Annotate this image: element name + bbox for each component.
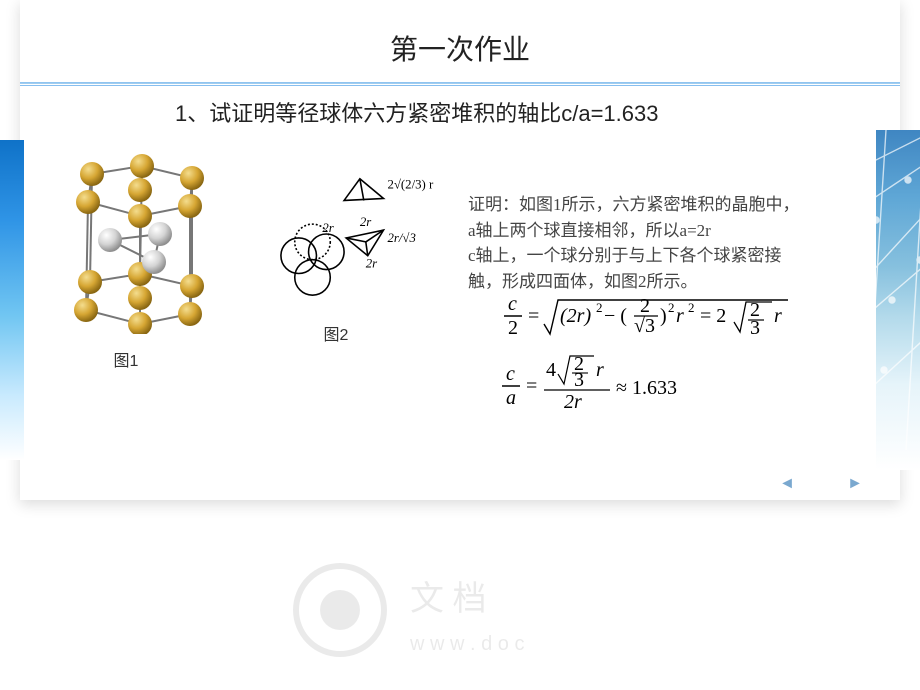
svg-text:2: 2: [508, 317, 518, 339]
slide: 第一次作业 1、试证明等径球体六方紧密堆积的轴比c/a=1.633: [20, 0, 900, 500]
proof-text: 证明：如图1所示，六方紧密堆积的晶胞中， a轴上两个球直接相邻，所以a=2r c…: [468, 192, 878, 294]
content-area: 图1: [20, 140, 900, 460]
svg-text:a: a: [506, 387, 516, 409]
svg-text:=: =: [528, 305, 539, 327]
svg-text:c: c: [506, 363, 515, 385]
crystal-lines-deco: [876, 130, 920, 460]
svg-text:w w w . d o c: w w w . d o c: [409, 633, 524, 655]
annot-top: 2√(2/3) r: [387, 178, 434, 192]
svg-text:c: c: [508, 293, 517, 315]
left-gradient-strip: [0, 140, 24, 460]
figure-2-label: 图2: [232, 321, 440, 345]
svg-text:3: 3: [750, 317, 760, 339]
figure-1-label: 图1: [20, 347, 232, 371]
proof-line-3: c轴上，一个球分别于与上下各个球紧密接: [468, 243, 878, 269]
annot-mid-right: 2r/√3: [387, 231, 415, 245]
svg-text:3: 3: [574, 369, 584, 391]
proof-line-1: 证明：如图1所示，六方紧密堆积的晶胞中，: [468, 192, 878, 218]
figure-2-col: 2√(2/3) r 2r 2r/√3 2r 2r 图2: [232, 140, 440, 345]
svg-text:2: 2: [640, 295, 650, 317]
svg-text:4: 4: [546, 359, 556, 381]
figure-1-col: 图1: [20, 140, 232, 371]
page-title: 第一次作业: [20, 0, 900, 82]
equations: c 2 = (2r) 2 − ( 2 √3 ) 2 r 2: [498, 290, 858, 435]
svg-text:=: =: [526, 375, 537, 397]
svg-text:2r: 2r: [564, 391, 582, 413]
svg-text:√3: √3: [634, 315, 655, 337]
proof-line-2: a轴上两个球直接相邻，所以a=2r: [468, 218, 878, 244]
svg-text:r: r: [774, 305, 782, 327]
prev-button[interactable]: ◄: [778, 475, 796, 493]
problem-statement: 1、试证明等径球体六方紧密堆积的轴比c/a=1.633: [20, 86, 900, 140]
watermark: 文 档 w w w . d o c: [260, 550, 660, 675]
equation-svg: c 2 = (2r) 2 − ( 2 √3 ) 2 r 2: [498, 290, 858, 430]
svg-text:≈ 1.633: ≈ 1.633: [616, 377, 677, 399]
annot-bot-top: 2r: [360, 215, 372, 229]
svg-text:(2r): (2r): [560, 305, 591, 327]
annot-left: 2r: [322, 221, 334, 235]
svg-text:2: 2: [596, 300, 603, 315]
annot-bot-bot: 2r: [366, 257, 378, 271]
figure-1-hcp-cell: [32, 144, 232, 334]
svg-text:= 2: = 2: [700, 305, 726, 327]
svg-text:r: r: [596, 359, 604, 381]
next-button[interactable]: ►: [846, 475, 864, 493]
svg-text:): ): [660, 305, 667, 327]
svg-text:文 档: 文 档: [410, 580, 487, 618]
figure-2-geometry: 2√(2/3) r 2r 2r/√3 2r 2r: [260, 160, 440, 310]
divider-1: [20, 82, 900, 84]
svg-text:2: 2: [668, 300, 675, 315]
svg-text:2: 2: [688, 300, 695, 315]
right-gradient-strip: [876, 130, 920, 470]
svg-text:− (: − (: [604, 305, 627, 327]
svg-text:r: r: [676, 305, 684, 327]
nav-controls: ◄ ►: [778, 475, 864, 493]
